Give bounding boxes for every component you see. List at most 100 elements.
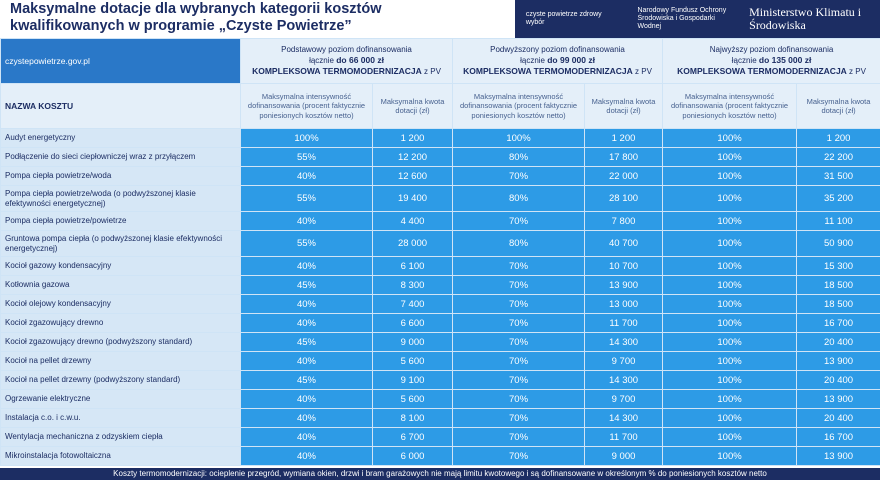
amount: 4 400 — [371, 211, 454, 231]
cost-name: Pompa ciepła powietrze/powietrze — [0, 211, 241, 231]
logo-text: Ministerstwo Klimatu i Środowiska — [749, 5, 862, 32]
amount: 11 100 — [796, 211, 880, 231]
cost-name: Mikroinstalacja fotowoltaiczna — [0, 446, 241, 466]
logos: czyste powietrze zdrowy wybór Narodowy F… — [515, 0, 880, 38]
amount: 31 500 — [796, 166, 880, 186]
tier-scope: KOMPLEKSOWA TERMOMODERNIZACJA — [463, 66, 633, 76]
tier-scope-suffix: z PV — [635, 67, 652, 76]
amount-header: Maksymalna kwota dotacji (zł) — [371, 83, 454, 129]
intensity: 70% — [452, 313, 586, 333]
amount: 5 600 — [371, 389, 454, 409]
intensity: 40% — [240, 446, 373, 466]
intensity: 70% — [452, 427, 586, 447]
intensity: 55% — [240, 185, 373, 212]
intensity: 70% — [452, 256, 586, 276]
intensity-header: Maksymalna intensywność dofinansowania (… — [240, 83, 373, 129]
amount: 8 100 — [371, 408, 454, 428]
amount: 9 700 — [584, 351, 664, 371]
intensity: 45% — [240, 332, 373, 352]
intensity: 40% — [240, 313, 373, 333]
cost-name: Kocioł na pellet drzewny (podwyższony st… — [0, 370, 241, 390]
tier-total: do 135 000 zł — [758, 55, 812, 65]
amount: 18 500 — [796, 275, 880, 295]
intensity: 80% — [452, 230, 586, 257]
amount: 22 200 — [796, 147, 880, 167]
intensity: 70% — [452, 351, 586, 371]
amount: 6 000 — [371, 446, 454, 466]
cost-name: Ogrzewanie elektryczne — [0, 389, 241, 409]
intensity: 100% — [662, 351, 798, 371]
row: Pompa ciepła powietrze/powietrze 40% 4 400… — [0, 211, 880, 231]
row: Kocioł na pellet drzewny 40% 5 600 70% 9 700… — [0, 351, 880, 371]
intensity: 100% — [662, 128, 798, 148]
intensity: 80% — [452, 185, 586, 212]
amount: 14 300 — [584, 332, 664, 352]
row: Kocioł na pellet drzewny (podwyższony st… — [0, 370, 880, 390]
tier-row: czystepowietrze.gov.pl Podstawowy poziom… — [0, 38, 880, 84]
amount: 6 600 — [371, 313, 454, 333]
intensity: 100% — [662, 230, 798, 257]
amount: 9 100 — [371, 370, 454, 390]
amount: 12 200 — [371, 147, 454, 167]
tier-scope-suffix: z PV — [849, 67, 866, 76]
intensity: 40% — [240, 294, 373, 314]
header: Maksymalne dotacje dla wybranych kategor… — [0, 0, 880, 38]
tier-header: Podwyższony poziom dofinansowania łącznie… — [452, 38, 664, 84]
intensity: 40% — [240, 427, 373, 447]
amount-header: Maksymalna kwota dotacji (zł) — [796, 83, 880, 129]
intensity: 70% — [452, 294, 586, 314]
cost-name: Kocioł olejowy kondensacyjny — [0, 294, 241, 314]
amount: 10 700 — [584, 256, 664, 276]
intensity: 100% — [662, 166, 798, 186]
amount: 1 200 — [796, 128, 880, 148]
amount: 9 000 — [371, 332, 454, 352]
cost-name: Instalacja c.o. i c.w.u. — [0, 408, 241, 428]
row: Gruntowa pompa ciepła (o podwyższonej kl… — [0, 230, 880, 257]
name-header: NAZWA KOSZTU — [0, 83, 241, 129]
tier-total-prefix: łącznie — [520, 56, 545, 65]
amount: 7 400 — [371, 294, 454, 314]
intensity: 100% — [662, 446, 798, 466]
row: Kocioł zgazowujący drewno (podwyższony s… — [0, 332, 880, 352]
amount: 19 400 — [371, 185, 454, 212]
amount: 20 400 — [796, 370, 880, 390]
intensity: 100% — [662, 294, 798, 314]
intensity: 40% — [240, 389, 373, 409]
tier-total-prefix: łącznie — [731, 56, 757, 65]
amount: 7 800 — [584, 211, 664, 231]
intensity: 100% — [662, 275, 798, 295]
intensity-header: Maksymalna intensywność dofinansowania (… — [452, 83, 586, 129]
amount: 8 300 — [371, 275, 454, 295]
tier-total-line: łącznie do 99 000 zł — [457, 55, 658, 66]
amount: 40 700 — [584, 230, 664, 257]
tier-total-prefix: łącznie — [309, 56, 334, 65]
amount: 22 000 — [584, 166, 664, 186]
tier-total: do 66 000 zł — [336, 55, 384, 65]
amount: 12 600 — [371, 166, 454, 186]
logo-text: Narodowy Fundusz Ochrony Środowiska i Go… — [637, 7, 727, 30]
tier-total-line: łącznie do 135 000 zł — [667, 55, 876, 66]
intensity: 100% — [662, 185, 798, 212]
row: Kotłownia gazowa 45% 8 300 70% 13 900 100% 18 … — [0, 275, 880, 295]
tier-header: Podstawowy poziom dofinansowania łącznie … — [239, 38, 454, 84]
row: Kocioł olejowy kondensacyjny 40% 7 400 70% 1… — [0, 294, 880, 314]
row: Wentylacja mechaniczna z odzyskiem ciepł… — [0, 427, 880, 447]
tier-total: do 99 000 zł — [547, 55, 595, 65]
intensity: 70% — [452, 370, 586, 390]
row: Pompa ciepła powietrze/woda (o podwyższo… — [0, 185, 880, 212]
intensity: 100% — [662, 370, 798, 390]
intensity: 100% — [662, 389, 798, 409]
amount: 20 400 — [796, 332, 880, 352]
intensity: 100% — [240, 128, 373, 148]
amount: 18 500 — [796, 294, 880, 314]
amount-header: Maksymalna kwota dotacji (zł) — [584, 83, 664, 129]
amount: 9 700 — [584, 389, 664, 409]
intensity: 80% — [452, 147, 586, 167]
cost-name: Kotłownia gazowa — [0, 275, 241, 295]
amount: 6 700 — [371, 427, 454, 447]
row: Podłączenie do sieci ciepłowniczej wraz … — [0, 147, 880, 167]
amount: 1 200 — [371, 128, 454, 148]
row: Instalacja c.o. i c.w.u. 40% 8 100 70% 14 30… — [0, 408, 880, 428]
intensity: 100% — [452, 128, 586, 148]
